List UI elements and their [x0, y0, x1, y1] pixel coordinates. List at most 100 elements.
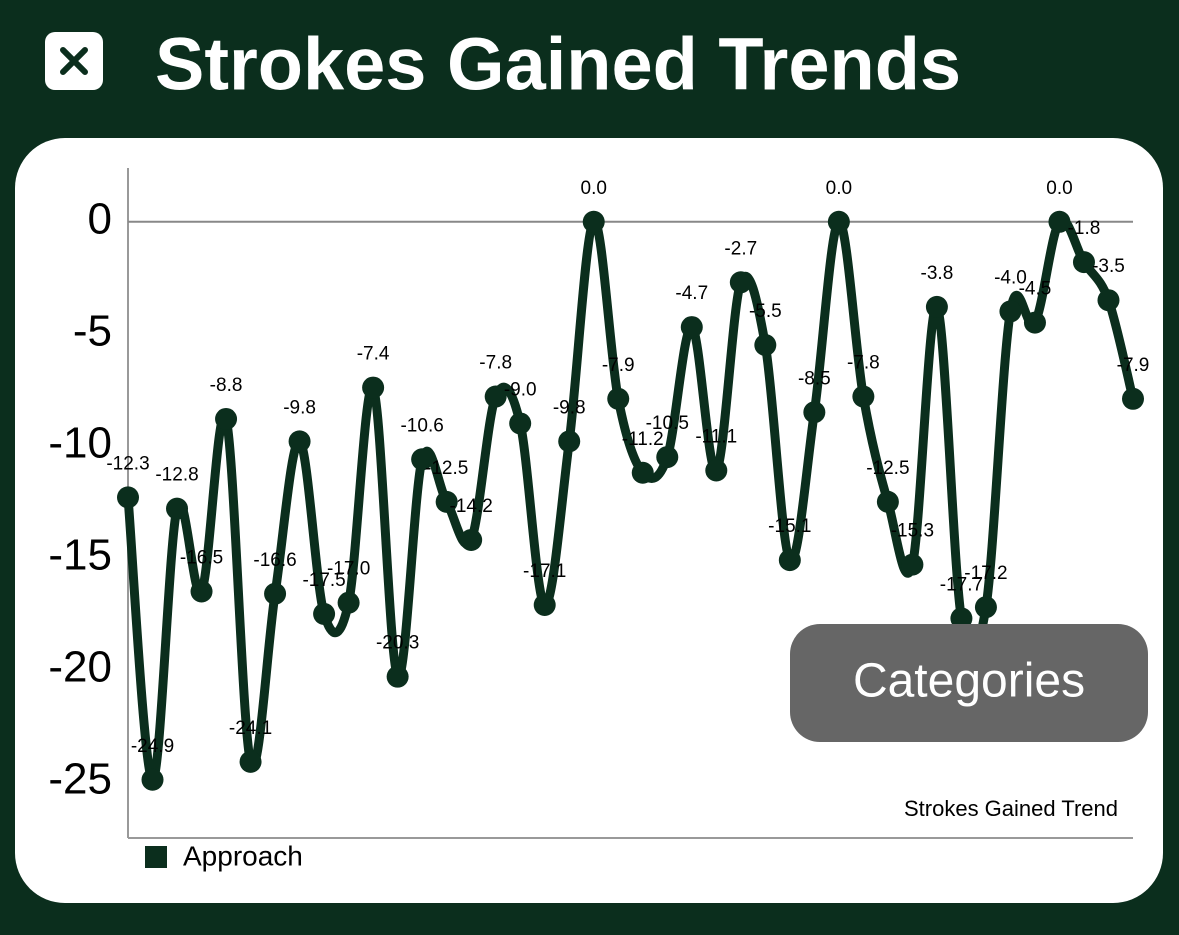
data-point — [607, 387, 630, 410]
data-point — [974, 596, 997, 619]
data-label: -9.8 — [283, 397, 316, 418]
data-label: -7.8 — [847, 353, 880, 374]
data-label: 0.0 — [826, 178, 852, 199]
data-label: -17.1 — [523, 561, 566, 582]
y-tick-label: -25 — [48, 755, 112, 804]
data-label: -4.7 — [675, 283, 708, 304]
data-point — [117, 486, 139, 509]
close-button[interactable] — [45, 32, 103, 90]
data-label: 0.0 — [1046, 178, 1072, 199]
y-tick-label: -20 — [48, 643, 112, 692]
data-point — [435, 490, 458, 513]
y-tick-label: -10 — [48, 418, 112, 467]
data-label: -4.5 — [1019, 279, 1052, 300]
series-line — [123, 215, 1138, 785]
data-point — [1097, 289, 1120, 312]
data-point — [876, 490, 899, 513]
data-point — [680, 316, 703, 339]
categories-button-label[interactable]: Categories — [853, 655, 1085, 708]
legend-label: Approach — [183, 840, 303, 871]
data-point — [778, 549, 801, 572]
data-label: 0.0 — [581, 178, 607, 199]
data-label: -10.5 — [646, 413, 689, 434]
data-point — [484, 385, 507, 408]
data-point — [705, 459, 728, 482]
y-tick-label: -15 — [48, 531, 112, 580]
data-point — [1072, 251, 1095, 274]
data-label: -7.8 — [479, 353, 512, 374]
data-point — [631, 461, 654, 484]
data-label: -5.5 — [749, 301, 782, 322]
data-label: -7.4 — [357, 344, 390, 365]
categories-button-bg[interactable] — [790, 624, 1148, 742]
data-point — [999, 300, 1022, 323]
data-point — [411, 448, 434, 471]
y-tick-label: 0 — [88, 194, 112, 243]
data-point — [386, 665, 409, 688]
data-label: -24.9 — [131, 736, 174, 757]
data-point — [215, 407, 238, 430]
data-point — [141, 768, 164, 791]
data-point — [509, 412, 532, 435]
data-point — [950, 607, 973, 630]
data-label: -3.5 — [1092, 256, 1125, 277]
data-label: -17.5 — [302, 570, 345, 591]
data-point — [803, 401, 826, 424]
data-point — [288, 430, 311, 453]
categories-button[interactable]: Categories — [790, 624, 1148, 742]
data-point — [852, 385, 875, 408]
data-label: -7.9 — [602, 355, 635, 376]
data-point — [1048, 210, 1071, 233]
data-label: -17.0 — [327, 559, 370, 580]
data-point — [533, 593, 556, 616]
data-label: -12.8 — [155, 465, 198, 486]
data-label: -7.9 — [1117, 355, 1150, 376]
data-label: -24.1 — [229, 718, 272, 739]
chart-annotation: Strokes Gained Trend — [904, 796, 1118, 821]
close-icon[interactable] — [60, 47, 88, 75]
data-label: -20.3 — [376, 633, 419, 654]
data-label: -11.1 — [695, 427, 737, 448]
data-label: -12.5 — [866, 458, 909, 479]
data-point — [1023, 311, 1046, 334]
data-point — [166, 497, 189, 520]
data-label: -12.5 — [425, 458, 468, 479]
data-label: -9.8 — [553, 397, 586, 418]
data-point — [925, 295, 948, 318]
legend-swatch — [145, 846, 167, 868]
data-point — [656, 446, 679, 469]
data-label: -8.5 — [798, 368, 831, 389]
data-point — [1122, 387, 1144, 410]
data-label: -2.7 — [724, 238, 757, 259]
data-point — [313, 602, 336, 625]
data-point — [582, 210, 605, 233]
data-label: -9.0 — [504, 379, 537, 400]
data-label: -1.8 — [1068, 218, 1101, 239]
data-point — [558, 430, 581, 453]
data-label: -8.8 — [210, 375, 243, 396]
data-label: -11.2 — [622, 429, 664, 450]
data-point — [264, 582, 287, 605]
data-label: -16.5 — [180, 548, 223, 569]
data-point — [827, 210, 850, 233]
data-label: -15.1 — [768, 516, 811, 537]
plot: 0 -5 -10 -15 -20 -25 -12.3 -24.9 -12.8 -16.5 -8.8 -… — [48, 178, 1149, 872]
data-point — [337, 591, 360, 614]
data-label: -3.8 — [921, 263, 954, 284]
data-point — [362, 376, 385, 399]
data-point — [460, 528, 483, 551]
data-point — [190, 580, 213, 603]
data-label: -15.3 — [891, 521, 934, 542]
data-label: -10.6 — [400, 415, 443, 436]
page-title: Strokes Gained Trends — [155, 23, 961, 106]
data-label: -16.6 — [253, 550, 296, 571]
data-point — [754, 334, 777, 357]
data-label: -17.7 — [940, 574, 983, 595]
data-label: -4.0 — [994, 267, 1027, 288]
data-label: -12.3 — [106, 453, 149, 474]
data-point — [239, 750, 262, 773]
y-tick-label: -5 — [73, 306, 112, 355]
data-point — [729, 271, 752, 294]
